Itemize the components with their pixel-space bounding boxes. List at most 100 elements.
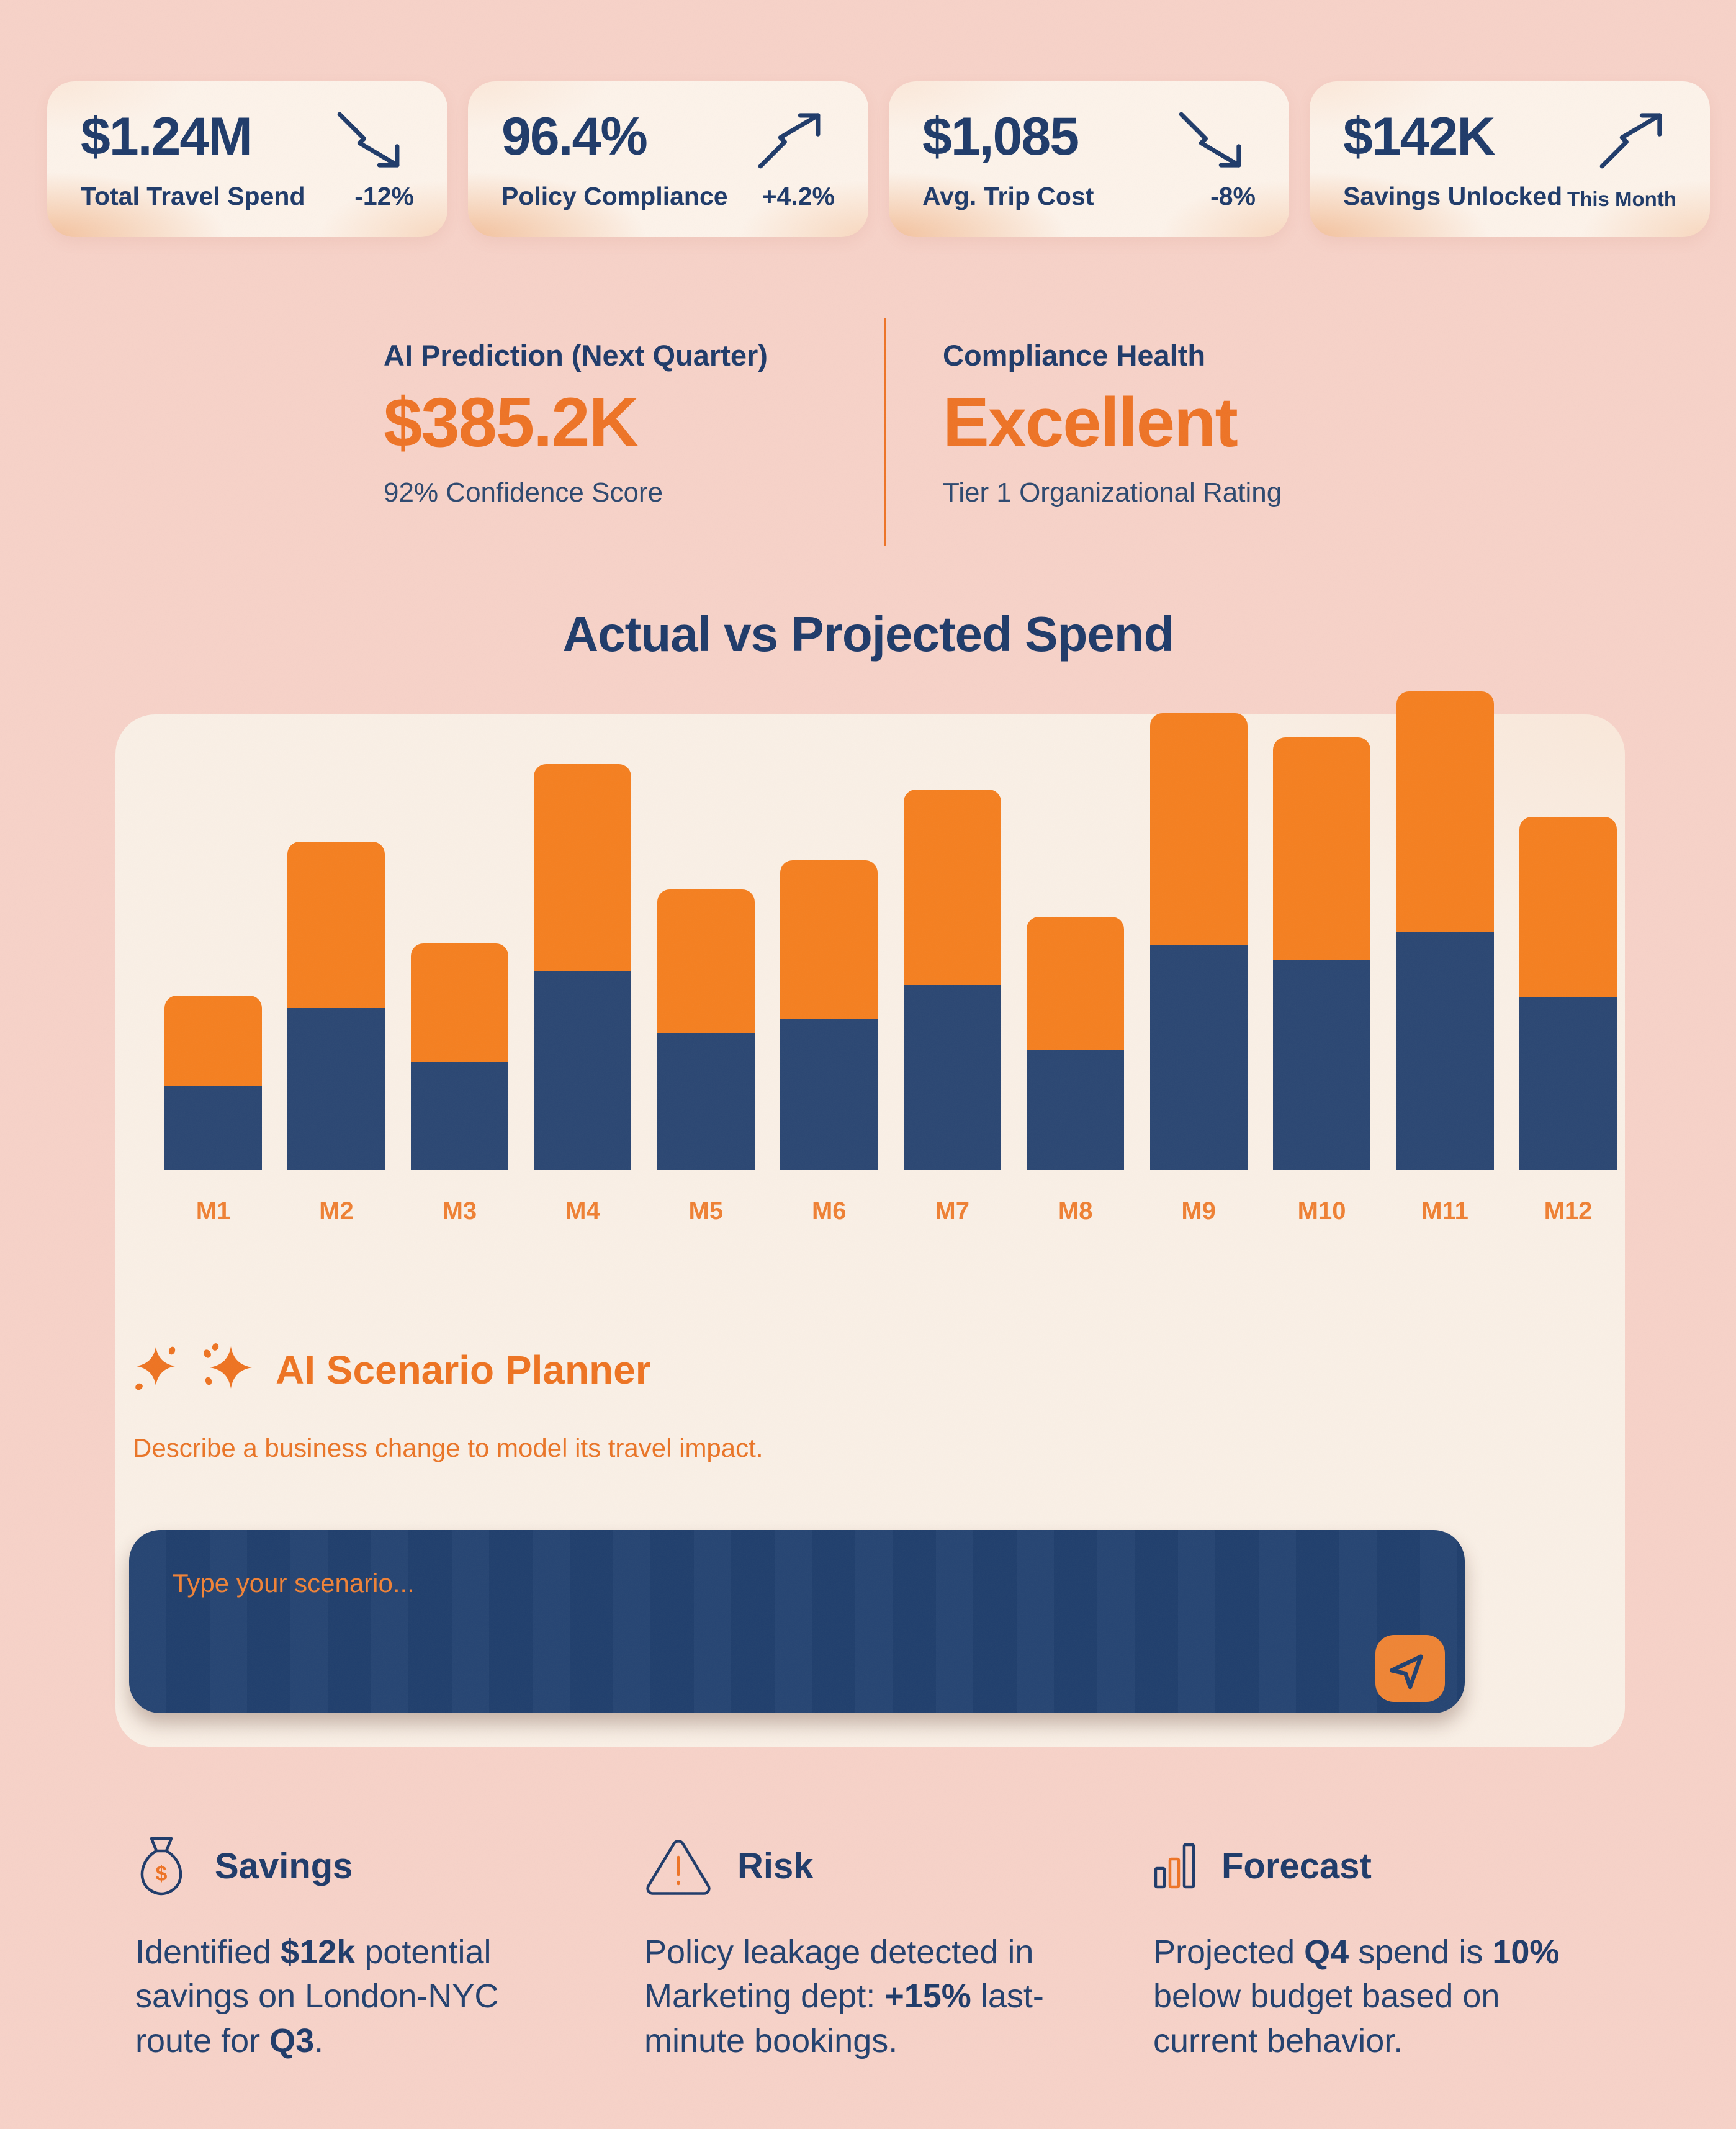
- bar-segment-projected: [1149, 713, 1248, 945]
- scenario-input-wrap: [129, 1530, 1465, 1713]
- kpi-label: Total Travel Spend: [81, 182, 305, 210]
- kpi-label: Avg. Trip Cost: [922, 182, 1094, 210]
- kpi-card-policy-compliance: 96.4% Policy Compliance +4.2%: [468, 81, 868, 237]
- bar-segment-projected: [164, 996, 262, 1086]
- bar-column-M2: M2: [287, 659, 385, 1225]
- x-axis-label: M7: [935, 1197, 969, 1225]
- bar-column-M3: M3: [410, 659, 508, 1225]
- bar-segment-projected: [1396, 691, 1494, 932]
- bar-column-M12: M12: [1519, 659, 1617, 1225]
- sparkle-icon: [135, 1346, 176, 1390]
- insight-savings: $ Savings Identified $12k potential savi…: [135, 1830, 570, 2063]
- trend-down-icon: [1179, 112, 1241, 168]
- insight-header: Forecast: [1153, 1830, 1588, 1902]
- planner-header: AI Scenario Planner: [130, 1340, 651, 1400]
- kpi-card-total-travel-spend: $1.24M Total Travel Spend -12%: [47, 81, 447, 237]
- warning-triangle-icon: [646, 1840, 711, 1895]
- kpi-delta: -12%: [354, 182, 414, 210]
- bar-segment-projected: [287, 842, 385, 1008]
- compliance-subtext: Tier 1 Organizational Rating: [943, 477, 1282, 508]
- bar-segment-actual: [164, 1086, 262, 1170]
- kpi-value: $1.24M: [81, 107, 253, 166]
- x-axis-label: M10: [1297, 1197, 1346, 1225]
- insight-forecast: Forecast Projected Q4 spend is 10% below…: [1153, 1830, 1588, 2063]
- x-axis-label: M1: [196, 1197, 231, 1225]
- kpi-card-savings-unlocked: $142K Savings Unlocked This Month: [1310, 81, 1710, 237]
- insight-title: Forecast: [1221, 1845, 1372, 1886]
- bar-column-M11: M11: [1396, 659, 1494, 1225]
- ai-prediction-value: $385.2K: [384, 384, 639, 461]
- x-axis-label: M8: [1058, 1197, 1093, 1225]
- bar-column-M9: M9: [1149, 659, 1248, 1225]
- x-axis-label: M11: [1421, 1197, 1468, 1225]
- x-axis-label: M4: [565, 1197, 600, 1225]
- send-button[interactable]: [1375, 1635, 1445, 1702]
- bar-segment-actual: [534, 971, 632, 1170]
- kpi-label: Policy Compliance: [501, 182, 728, 210]
- kpi-delta: +4.2%: [762, 182, 835, 210]
- bar-column-M8: M8: [1027, 659, 1125, 1225]
- kpi-value: $142K: [1343, 107, 1495, 166]
- x-axis-label: M2: [319, 1197, 354, 1225]
- trend-down-icon: [337, 112, 400, 168]
- bar-segment-actual: [410, 1062, 508, 1170]
- insight-risk: Risk Policy leakage detected in Marketin…: [644, 1830, 1079, 2063]
- x-axis-label: M6: [811, 1197, 847, 1225]
- bar-segment-actual: [1396, 932, 1494, 1170]
- bar-column-M10: M10: [1273, 659, 1371, 1225]
- paper-plane-icon: [1389, 1654, 1423, 1690]
- insight-title: Risk: [737, 1845, 814, 1886]
- bar-segment-projected: [1273, 737, 1371, 960]
- bar-segment-actual: [287, 1008, 385, 1170]
- bar-segment-projected: [1027, 917, 1125, 1050]
- bar-chart-icon: [1154, 1843, 1195, 1889]
- trend-up-icon: [758, 113, 821, 169]
- trend-up-icon: [1599, 113, 1662, 169]
- money-bag-icon: $: [140, 1837, 182, 1896]
- kpi-delta: -8%: [1210, 182, 1256, 210]
- bar-segment-actual: [1519, 997, 1617, 1170]
- kpi-label: Savings Unlocked: [1343, 182, 1563, 210]
- bar-segment-projected: [657, 889, 755, 1033]
- bar-segment-projected: [780, 860, 878, 1019]
- bar-column-M7: M7: [903, 659, 1001, 1225]
- svg-text:$: $: [156, 1862, 168, 1886]
- ai-prediction-subtext: 92% Confidence Score: [384, 477, 663, 508]
- bar-segment-projected: [410, 943, 508, 1062]
- x-axis-label: M3: [442, 1197, 477, 1225]
- bar-segment-actual: [1149, 945, 1248, 1170]
- kpi-value: $1,085: [922, 107, 1079, 166]
- insight-title: Savings: [215, 1845, 353, 1886]
- insight-text: Identified $12k potential savings on Lon…: [135, 1933, 499, 2059]
- kpi-card-avg-trip-cost: $1,085 Avg. Trip Cost -8%: [889, 81, 1289, 237]
- insight-text: Policy leakage detected in Marketing dep…: [644, 1933, 1044, 2059]
- kpi-delta: This Month: [1567, 187, 1676, 210]
- x-axis-label: M12: [1544, 1197, 1593, 1225]
- scenario-input[interactable]: [129, 1530, 1465, 1713]
- compliance-label: Compliance Health: [943, 339, 1206, 372]
- stacked-bar-chart: M1 M2 M3 M4 M5 M6 M7 M8 M9 M10 M11 M12: [164, 691, 1617, 1225]
- insights-row: $ Savings Identified $12k potential savi…: [135, 1830, 1588, 2063]
- section-divider: [884, 318, 886, 546]
- ai-prediction-block: AI Prediction (Next Quarter) $385.2K 92%…: [384, 338, 768, 508]
- insight-text: Projected Q4 spend is 10% below budget b…: [1153, 1933, 1560, 2059]
- bar-segment-actual: [903, 985, 1001, 1170]
- chart-title: Actual vs Projected Spend: [562, 606, 1174, 662]
- kpi-value: 96.4%: [501, 107, 648, 166]
- bar-column-M5: M5: [657, 659, 755, 1225]
- x-axis-label: M5: [688, 1197, 724, 1225]
- planner-title: AI Scenario Planner: [276, 1348, 651, 1392]
- bar-column-M4: M4: [534, 659, 632, 1225]
- bar-segment-actual: [657, 1033, 755, 1170]
- planner-description: Describe a business change to model its …: [133, 1433, 763, 1462]
- ai-prediction-label: AI Prediction (Next Quarter): [384, 339, 768, 372]
- bar-segment-actual: [780, 1019, 878, 1170]
- sparkles-icon: [204, 1343, 252, 1389]
- bar-segment-projected: [1519, 817, 1617, 997]
- compliance-health-block: Compliance Health Excellent Tier 1 Organ…: [943, 338, 1282, 508]
- insight-header: Risk: [644, 1830, 1079, 1902]
- bar-segment-actual: [1027, 1050, 1125, 1170]
- insight-header: $ Savings: [135, 1830, 570, 1902]
- kpi-row: $1.24M Total Travel Spend -12% 96.4% Pol…: [47, 81, 1710, 237]
- bar-segment-projected: [903, 790, 1001, 985]
